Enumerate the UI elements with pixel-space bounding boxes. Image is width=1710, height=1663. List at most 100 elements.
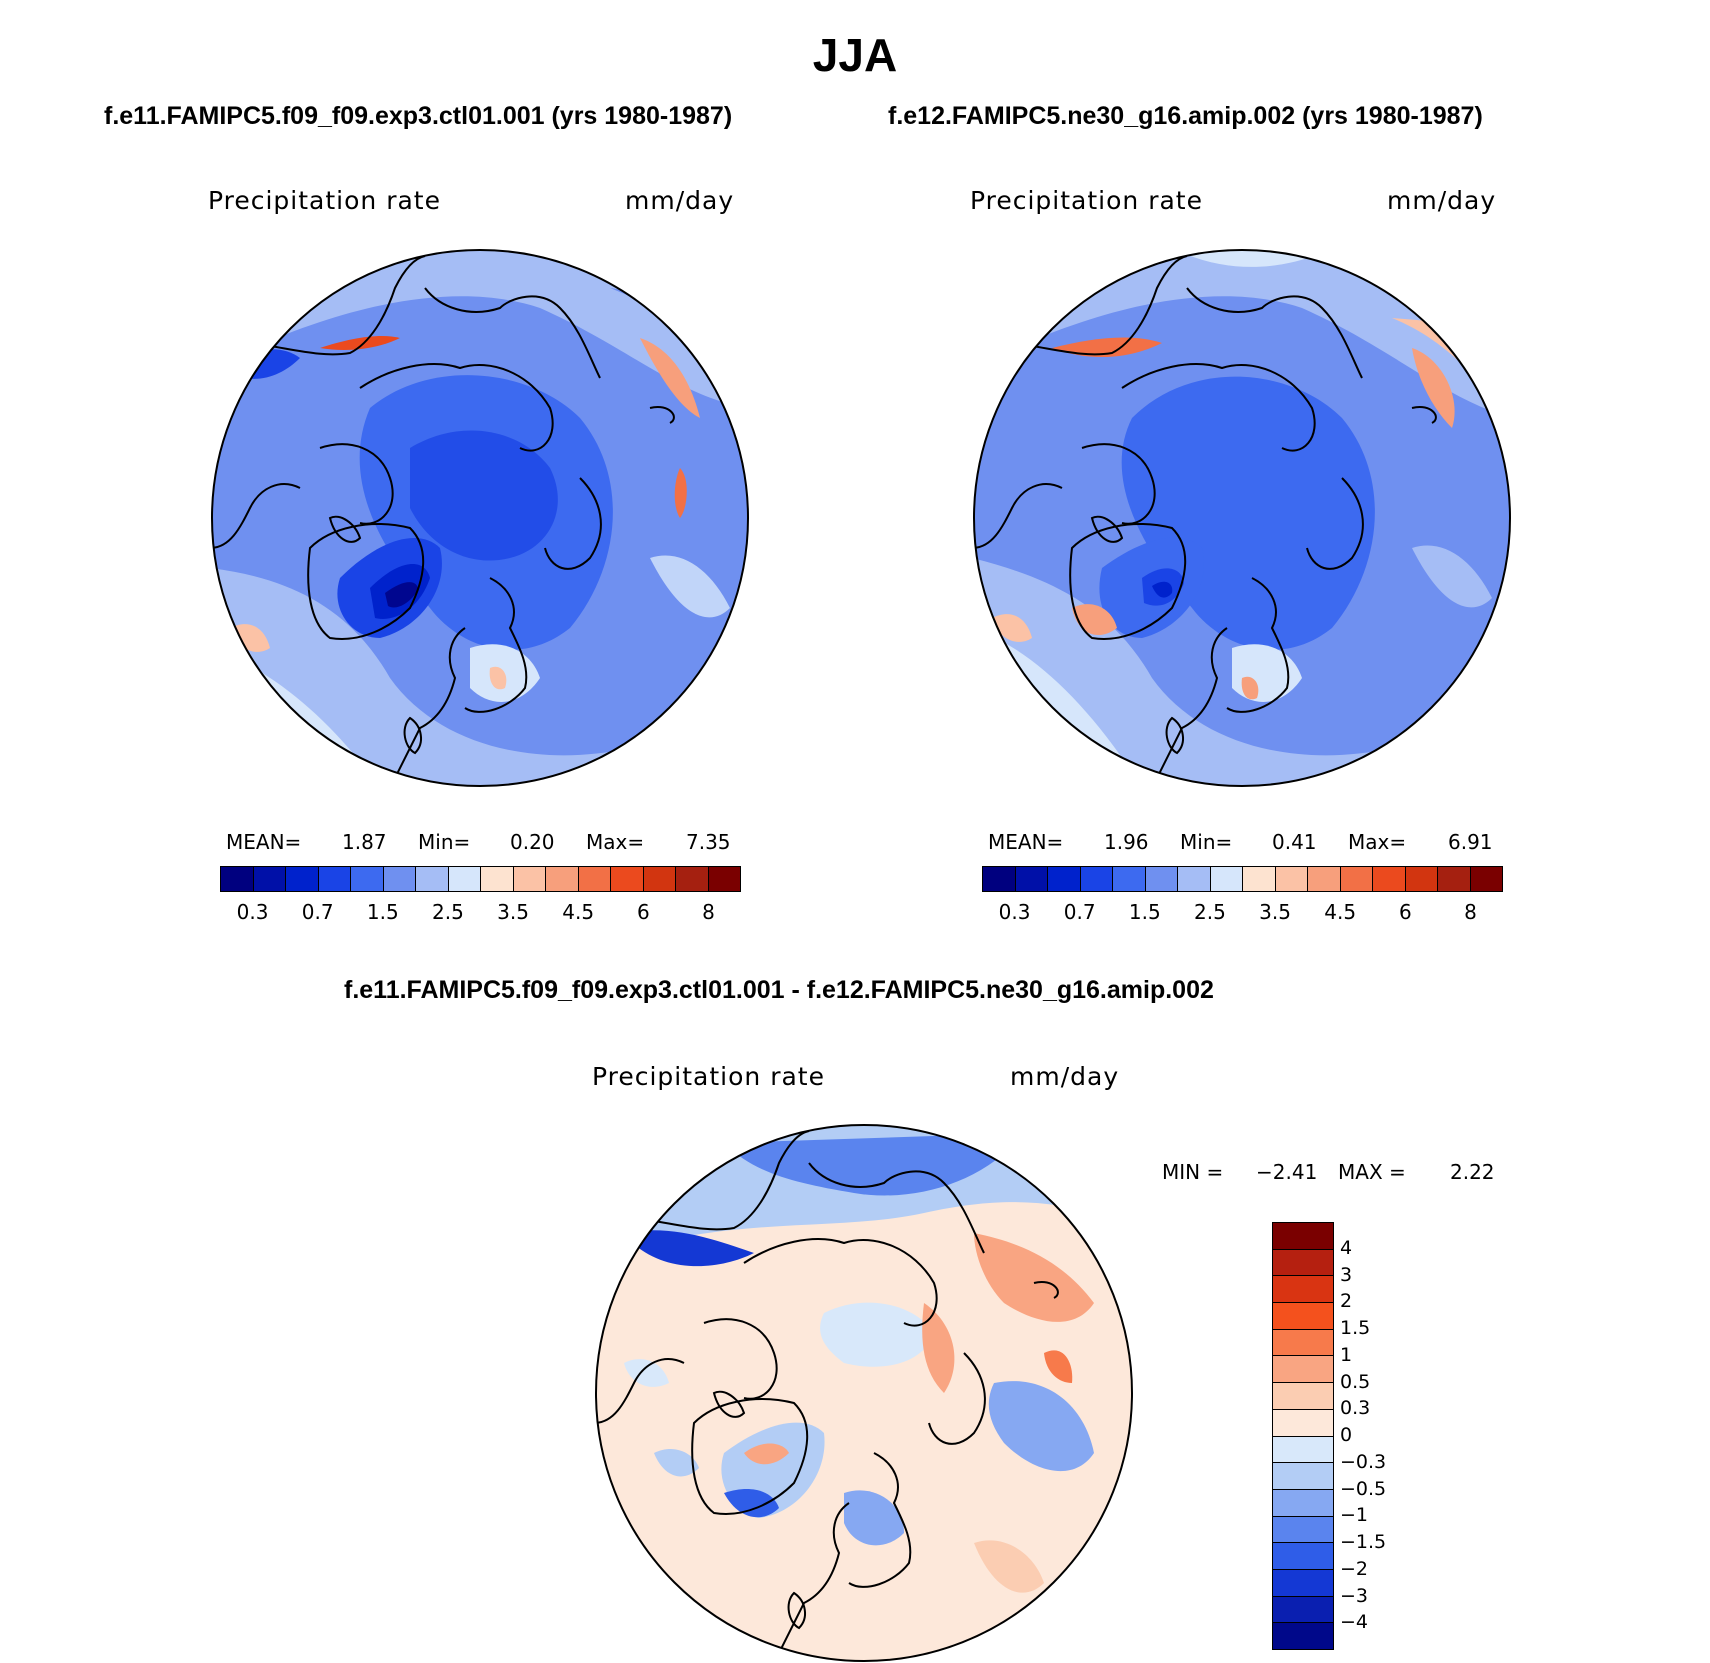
panel-2-colorbar-swatch bbox=[1048, 867, 1081, 891]
panel-1-mean-label: MEAN= bbox=[226, 830, 302, 854]
diff-variable: Precipitation rate bbox=[592, 1062, 825, 1091]
panel-2-colorbar-tick-label: 3.5 bbox=[1259, 900, 1291, 924]
panel-1-colorbar-tick-label: 8 bbox=[702, 900, 715, 924]
panel-2-colorbar-swatch bbox=[1178, 867, 1211, 891]
panel-1-colorbar-swatch bbox=[708, 867, 740, 891]
diff-max-label: MAX = bbox=[1338, 1160, 1406, 1184]
panel-1-variable: Precipitation rate bbox=[208, 186, 441, 215]
diff-colorbar-tick-label: 3 bbox=[1340, 1263, 1353, 1286]
panel-1-min-value: 0.20 bbox=[510, 830, 555, 854]
panel-2-mean-value: 1.96 bbox=[1104, 830, 1149, 854]
diff-colorbar-swatch bbox=[1273, 1329, 1333, 1357]
panel-1-colorbar-swatch bbox=[643, 867, 676, 891]
panel-1-colorbar-swatch bbox=[351, 867, 384, 891]
diff-colorbar-swatch bbox=[1273, 1596, 1333, 1624]
panel-2-colorbar-tick-label: 6 bbox=[1398, 900, 1412, 924]
panel-1-colorbar-swatch bbox=[546, 867, 579, 891]
panel-1-max-label: Max= bbox=[586, 830, 645, 854]
panel-1-colorbar-tick-label: 3.5 bbox=[497, 900, 529, 924]
diff-colorbar-tick-label: 1 bbox=[1340, 1343, 1353, 1366]
panel-2-variable: Precipitation rate bbox=[970, 186, 1203, 215]
diff-max-value: 2.22 bbox=[1450, 1160, 1495, 1184]
diff-colorbar-tick-label: −1 bbox=[1340, 1504, 1369, 1527]
panel-1-mean-value: 1.87 bbox=[342, 830, 387, 854]
panel-2-colorbar-swatch bbox=[1243, 867, 1276, 891]
panel-2-colorbar-swatch bbox=[1470, 867, 1502, 891]
diff-colorbar bbox=[1272, 1222, 1334, 1650]
panel-2-colorbar-swatch bbox=[1405, 867, 1438, 891]
panel-2-colorbar-tick-label: 1.5 bbox=[1128, 900, 1161, 924]
diff-colorbar-swatch bbox=[1273, 1383, 1333, 1410]
panel-2-colorbar-tick-label: 2.5 bbox=[1194, 900, 1226, 924]
panel-2-max-label: Max= bbox=[1348, 830, 1407, 854]
diff-colorbar-tick-label: −3 bbox=[1340, 1584, 1369, 1607]
panel-2-colorbar-tick-label: 0.7 bbox=[1063, 900, 1096, 924]
panel-1-colorbar-tick-label: 4.5 bbox=[562, 900, 595, 924]
panel-2-colorbar-tick-label: 8 bbox=[1464, 900, 1477, 924]
diff-colorbar-tick-label: −2 bbox=[1340, 1557, 1369, 1580]
panel-2-units: mm/day bbox=[1387, 186, 1497, 215]
figure-title: JJA bbox=[812, 29, 898, 81]
panel-1-colorbar-swatch bbox=[611, 867, 644, 891]
diff-colorbar-swatch bbox=[1273, 1623, 1333, 1649]
panel-2-case-title: f.e12.FAMIPC5.ne30_g16.amip.002 (yrs 198… bbox=[888, 102, 1483, 130]
diff-colorbar-swatch bbox=[1273, 1436, 1333, 1464]
diff-colorbar-ticks: 4 3 2 1.5 1 0.5 0.3 0 −0.3 −0.5 −1 −1.5 −2 −3 −4 bbox=[1340, 1222, 1420, 1650]
diff-min-label: MIN = bbox=[1162, 1160, 1224, 1184]
panel-1-colorbar-swatch bbox=[513, 867, 546, 891]
panel-1-colorbar-tick-label: 1.5 bbox=[366, 900, 399, 924]
diff-colorbar-swatch bbox=[1273, 1303, 1333, 1330]
diff-units: mm/day bbox=[1010, 1062, 1120, 1091]
diff-min-value: −2.41 bbox=[1256, 1160, 1318, 1184]
panel-2-min-label: Min= bbox=[1180, 830, 1233, 854]
diff-case-title: f.e11.FAMIPC5.f09_f09.exp3.ctl01.001 - f… bbox=[344, 976, 1214, 1004]
diff-colorbar-tick-label: 4 bbox=[1340, 1236, 1353, 1259]
diff-polar-map bbox=[595, 1124, 1133, 1662]
diff-colorbar-tick-label: 0.5 bbox=[1340, 1370, 1371, 1393]
diff-colorbar-tick-label: −1.5 bbox=[1340, 1531, 1387, 1553]
diff-colorbar-tick-label: −0.5 bbox=[1340, 1477, 1387, 1500]
panel-1-min-label: Min= bbox=[418, 830, 471, 854]
panel-1-colorbar bbox=[220, 866, 741, 892]
panel-1-units: mm/day bbox=[625, 186, 735, 215]
diff-colorbar-swatch bbox=[1273, 1276, 1333, 1304]
diff-colorbar-swatch bbox=[1273, 1489, 1333, 1517]
panel-2-min-value: 0.41 bbox=[1272, 830, 1317, 854]
diff-colorbar-swatch bbox=[1273, 1356, 1333, 1384]
panel-1-colorbar-swatch bbox=[286, 867, 319, 891]
panel-2-colorbar-ticks: 0.3 0.7 1.5 2.5 3.5 4.5 6 8 bbox=[982, 900, 1503, 926]
panel-1-colorbar-swatch bbox=[676, 867, 709, 891]
diff-colorbar-swatch bbox=[1273, 1249, 1333, 1277]
panel-2-colorbar-swatch bbox=[1340, 867, 1373, 891]
diff-colorbar-swatch bbox=[1273, 1409, 1333, 1437]
diff-colorbar-tick-label: −4 bbox=[1340, 1611, 1369, 1634]
panel-2-max-value: 6.91 bbox=[1448, 830, 1493, 854]
panel-2-mean-label: MEAN= bbox=[988, 830, 1064, 854]
panel-2-colorbar-swatch bbox=[1113, 867, 1146, 891]
panel-1-colorbar-tick-label: 0.7 bbox=[301, 900, 334, 924]
panel-1-colorbar-swatch bbox=[318, 867, 351, 891]
panel-2-polar-map bbox=[973, 249, 1511, 787]
panel-2-colorbar-swatch bbox=[1210, 867, 1243, 891]
diff-colorbar-swatch bbox=[1273, 1463, 1333, 1490]
diff-colorbar-tick-label: 1.5 bbox=[1340, 1317, 1371, 1339]
panel-1-case-title: f.e11.FAMIPC5.f09_f09.exp3.ctl01.001 (yr… bbox=[104, 102, 733, 130]
panel-2-colorbar-swatch bbox=[1080, 867, 1113, 891]
panel-2-colorbar-swatch bbox=[1145, 867, 1178, 891]
panel-1-colorbar-tick-label: 0.3 bbox=[236, 900, 269, 924]
panel-1-colorbar-swatch bbox=[383, 867, 416, 891]
panel-1-colorbar-swatch bbox=[253, 867, 286, 891]
panel-1-colorbar-swatch bbox=[221, 867, 254, 891]
panel-2-colorbar-swatch bbox=[1275, 867, 1308, 891]
panel-1-colorbar-tick-label: 2.5 bbox=[432, 900, 464, 924]
diff-colorbar-tick-label: 0 bbox=[1340, 1424, 1353, 1446]
panel-2-colorbar bbox=[982, 866, 1503, 892]
diff-colorbar-swatch bbox=[1273, 1569, 1333, 1597]
panel-2-colorbar-swatch bbox=[983, 867, 1016, 891]
panel-1-colorbar-tick-label: 6 bbox=[636, 900, 650, 924]
panel-2-colorbar-tick-label: 0.3 bbox=[998, 900, 1031, 924]
panel-1-max-value: 7.35 bbox=[686, 830, 731, 854]
panel-1-colorbar-swatch bbox=[448, 867, 481, 891]
panel-2-colorbar-swatch bbox=[1015, 867, 1048, 891]
panel-2-colorbar-swatch bbox=[1438, 867, 1471, 891]
